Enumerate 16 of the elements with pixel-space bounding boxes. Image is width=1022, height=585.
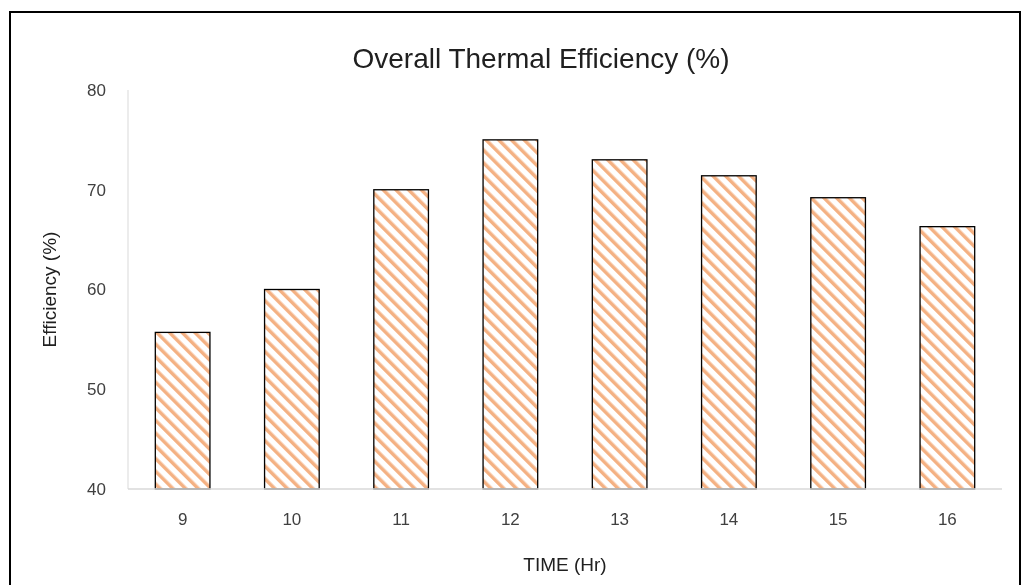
x-tick-label: 12 [500, 510, 520, 529]
y-tick-label: 70 [87, 180, 106, 200]
x-axis-title: TIME (Hr) [523, 554, 607, 575]
x-tick-label: 11 [392, 510, 410, 529]
y-tick-label: 40 [87, 479, 106, 499]
y-axis-title: Efficiency (%) [39, 231, 60, 348]
x-tick-label: 9 [177, 510, 188, 529]
y-tick-label: 60 [87, 280, 106, 300]
x-tick-label: 16 [937, 510, 957, 529]
x-tick-label: 15 [828, 510, 848, 529]
y-tick-label: 80 [87, 80, 106, 100]
chart-title: Overall Thermal Efficiency (%) [352, 43, 730, 74]
y-tick-label: 50 [87, 380, 106, 400]
x-tick-label: 13 [610, 510, 630, 529]
x-tick-label: 14 [719, 510, 739, 529]
x-tick-label: 10 [282, 510, 302, 529]
